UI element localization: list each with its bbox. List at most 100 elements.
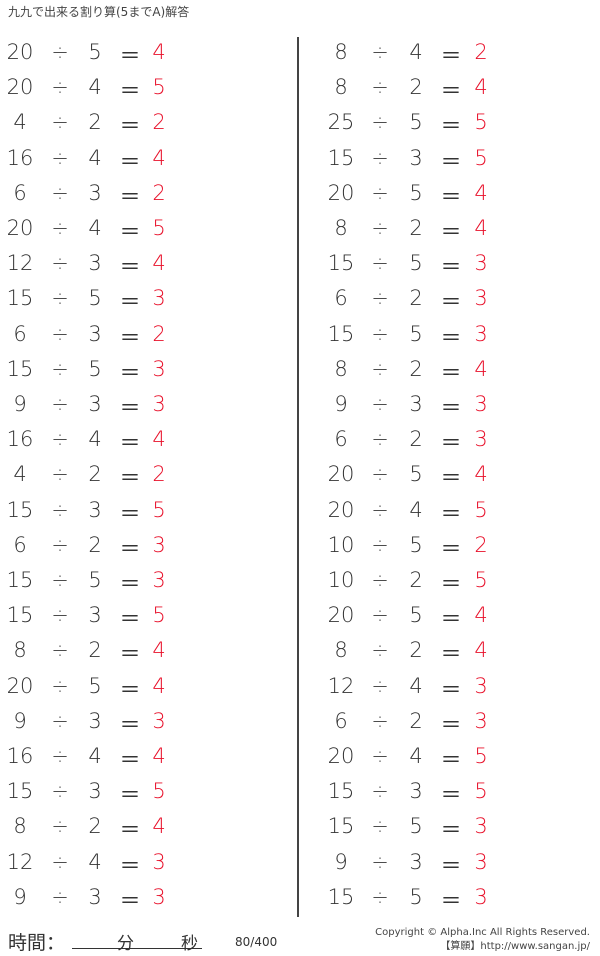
dividend: 6 — [13, 532, 27, 557]
divide-sign: ÷ — [371, 356, 389, 381]
equals-sign: ＝ — [440, 748, 462, 772]
answer: 4 — [152, 673, 166, 698]
answer: 3 — [152, 392, 166, 416]
divide-sign: ÷ — [51, 708, 69, 733]
divide-sign: ÷ — [371, 286, 389, 311]
equals-sign: ＝ — [440, 44, 462, 68]
divide-sign: ÷ — [51, 216, 69, 240]
answer: 2 — [152, 110, 166, 135]
equals-sign: ＝ — [119, 325, 141, 350]
divisor: 2 — [409, 638, 423, 663]
equals-sign: ＝ — [119, 642, 141, 667]
divide-sign: ÷ — [371, 145, 389, 170]
divisor: 2 — [409, 356, 423, 381]
dividend: 15 — [6, 603, 34, 628]
answer: 5 — [152, 779, 166, 804]
problem-row: 15 ÷ 3 ＝ 5 — [0, 779, 600, 809]
problem-row: 16 ÷ 4 ＝ 4 — [0, 427, 600, 457]
divisor: 4 — [88, 744, 102, 768]
dividend: 16 — [6, 145, 34, 170]
divide-sign: ÷ — [371, 216, 389, 240]
divisor: 3 — [88, 708, 102, 733]
dividend: 16 — [6, 744, 34, 768]
answer: 5 — [474, 110, 488, 135]
dividend: 8 — [334, 638, 348, 663]
divide-sign: ÷ — [51, 497, 69, 522]
equals-sign: ＝ — [119, 712, 141, 737]
divisor: 2 — [409, 427, 423, 452]
answer: 3 — [152, 356, 166, 381]
divide-sign: ÷ — [371, 321, 389, 346]
equals-sign: ＝ — [440, 396, 462, 420]
divisor: 3 — [409, 779, 423, 804]
divide-sign: ÷ — [371, 392, 389, 416]
dividend: 15 — [327, 251, 355, 276]
dividend: 8 — [13, 638, 27, 663]
divide-sign: ÷ — [51, 849, 69, 874]
divide-sign: ÷ — [371, 251, 389, 276]
equals-sign: ＝ — [119, 220, 141, 244]
dividend: 15 — [6, 497, 34, 522]
answer: 4 — [152, 427, 166, 452]
copyright: Copyright © Alpha.Inc All Rights Reserve… — [375, 926, 590, 954]
divisor: 4 — [88, 145, 102, 170]
equals-sign: ＝ — [119, 184, 141, 209]
problem-row: 12 ÷ 4 ＝ 3 — [0, 850, 600, 880]
divisor: 3 — [409, 849, 423, 874]
equals-sign: ＝ — [440, 642, 462, 667]
answer: 2 — [152, 462, 166, 487]
answer: 4 — [474, 75, 488, 100]
equals-sign: ＝ — [440, 572, 462, 596]
answer: 4 — [152, 40, 166, 64]
divide-sign: ÷ — [51, 532, 69, 557]
equals-sign: ＝ — [440, 818, 462, 843]
answer: 2 — [474, 532, 488, 557]
divisor: 5 — [409, 110, 423, 135]
equals-sign: ＝ — [119, 431, 141, 456]
divide-sign: ÷ — [51, 603, 69, 628]
divide-sign: ÷ — [371, 779, 389, 804]
divide-sign: ÷ — [51, 251, 69, 276]
equals-sign: ＝ — [119, 79, 141, 104]
equals-sign: ＝ — [440, 114, 462, 139]
dividend: 12 — [327, 673, 355, 698]
equals-sign: ＝ — [119, 783, 141, 808]
answer: 4 — [152, 638, 166, 663]
divide-sign: ÷ — [371, 673, 389, 698]
equals-sign: ＝ — [119, 255, 141, 280]
dividend: 10 — [327, 532, 355, 557]
dividend: 20 — [327, 497, 355, 522]
problem-row: 8 ÷ 4 ＝ 2 — [0, 40, 600, 70]
dividend: 15 — [6, 286, 34, 311]
divide-sign: ÷ — [371, 708, 389, 733]
problem-row: 16 ÷ 4 ＝ 4 — [0, 744, 600, 774]
dividend: 20 — [6, 40, 34, 64]
answer: 4 — [152, 744, 166, 768]
divisor: 2 — [409, 75, 423, 100]
divisor: 4 — [409, 40, 423, 64]
divisor: 5 — [88, 40, 102, 64]
divisor: 2 — [88, 814, 102, 839]
problem-row: 6 ÷ 3 ＝ 2 — [0, 322, 600, 352]
problem-row: 9 ÷ 3 ＝ 3 — [0, 850, 600, 880]
divisor: 3 — [88, 251, 102, 276]
problem-row: 15 ÷ 5 ＝ 3 — [0, 286, 600, 316]
dividend: 9 — [334, 849, 348, 874]
page-title: 九九で出来る割り算(5までA)解答 — [8, 5, 190, 19]
problem-row: 20 ÷ 4 ＝ 5 — [0, 744, 600, 774]
equals-sign: ＝ — [440, 712, 462, 737]
dividend: 9 — [13, 392, 27, 416]
answer: 3 — [152, 884, 166, 909]
divisor: 3 — [88, 321, 102, 346]
problem-row: 6 ÷ 3 ＝ 2 — [0, 181, 600, 211]
divide-sign: ÷ — [371, 814, 389, 839]
divide-sign: ÷ — [51, 145, 69, 170]
problem-row: 15 ÷ 3 ＝ 5 — [0, 779, 600, 809]
problem-row: 6 ÷ 2 ＝ 3 — [0, 427, 600, 457]
answer: 5 — [152, 497, 166, 522]
answer: 4 — [474, 356, 488, 381]
divide-sign: ÷ — [51, 75, 69, 100]
problem-row: 20 ÷ 5 ＝ 4 — [0, 462, 600, 492]
divisor: 5 — [409, 603, 423, 628]
answer: 5 — [152, 603, 166, 628]
